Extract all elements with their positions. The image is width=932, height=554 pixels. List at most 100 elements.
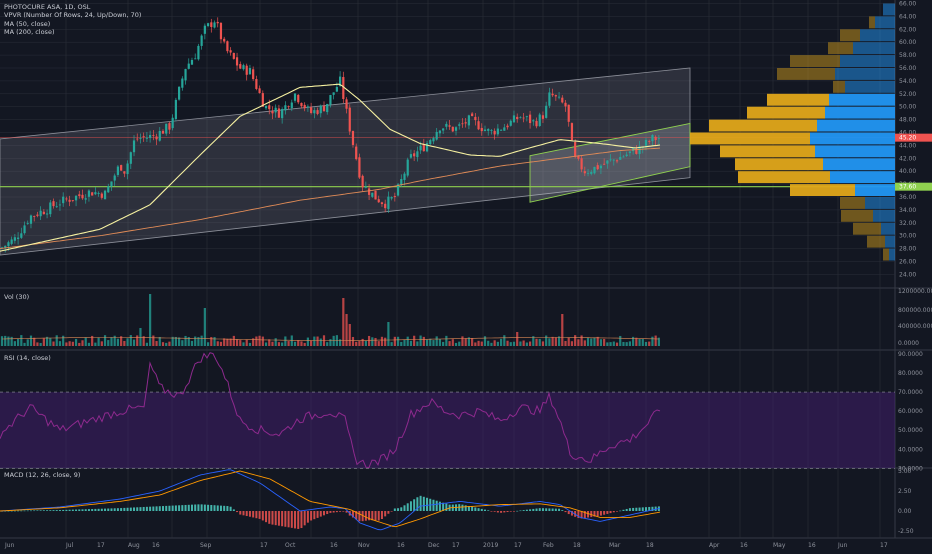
macd-histogram-bar [274,511,277,526]
price-tick-label: 62.00 [899,26,916,33]
vp-row-up [823,158,895,171]
volume-bar [570,341,574,346]
time-tick-label: 17 [514,542,522,549]
time-tick-label: 18 [646,542,654,549]
volume-bar [287,341,290,346]
candle-body [516,116,519,120]
volume-bar [313,336,316,346]
volume-bar [429,338,432,346]
volume-bar [123,340,126,346]
price-tick-label: 28.00 [899,246,916,253]
vp-row-down [853,222,881,235]
volume-bar [303,342,306,346]
volume-bar [574,335,577,346]
candle-body [348,107,351,132]
macd-histogram-bar [306,511,309,523]
macd-histogram-bar [509,511,512,512]
price-tick-label: 32.00 [899,220,916,227]
candle-body [474,116,477,121]
candle-body [326,103,329,113]
macd-histogram-bar [226,506,229,511]
macd-histogram-bar [81,509,84,511]
macd-histogram-bar [58,510,61,511]
indicator-vpvr[interactable]: VPVR (Number Of Rows, 24, Up/Down, 70) [4,11,142,20]
vp-row-up [860,29,895,42]
volume-bar [548,338,551,346]
volume-bar [538,338,541,346]
volume-bar [316,336,319,346]
volume-bar [477,340,480,346]
candle-body [297,94,300,103]
indicator-ma200[interactable]: MA (200, close) [4,28,55,37]
macd-histogram-bar [484,509,486,511]
macd-histogram-bar [445,503,448,511]
macd-histogram-bar [464,505,467,511]
vp-row-up [865,197,895,209]
candle-body [190,59,194,65]
candle-body [287,106,290,108]
macd-histogram-bar [29,510,32,512]
volume-bar [4,335,7,346]
candle-body [213,22,216,28]
macd-histogram-bar [168,505,171,511]
macd-histogram-bar [467,506,470,511]
macd-histogram-bar [7,510,10,512]
indicator-ma50[interactable]: MA (50, close) [4,19,51,28]
volume-bar [471,338,474,346]
macd-histogram-bar [100,508,103,511]
volume-bar [454,342,458,346]
macd-histogram-bar [39,510,42,511]
macd-histogram-bar [97,508,100,511]
candle-body [313,110,316,114]
volume-bar [281,342,284,346]
volume-bar [606,342,609,346]
volume-bar [45,336,49,346]
last-price-badge [895,133,932,142]
volume-bar [648,341,651,346]
macd-histogram-bar [506,511,509,513]
candle-body [65,198,68,200]
candle-body [103,190,107,200]
volume-bar [136,335,139,346]
macd-legend: MACD (12, 26, close, 9) [4,471,80,479]
price-tick-label: 42.00 [899,155,916,162]
macd-histogram-bar [171,505,174,511]
candle-body [248,67,252,75]
volume-label[interactable]: Vol (30) [4,293,30,301]
candle-body [551,93,554,96]
candle-body [158,131,161,141]
macd-histogram-bar [120,508,123,511]
candle-body [400,179,403,186]
candle-body [145,137,148,139]
volume-bar [100,341,103,346]
macd-histogram-bar [78,509,81,511]
macd-histogram-bar [139,507,142,511]
time-tick-label: May [773,542,786,549]
volume-tick-label: 0.0000 [898,340,919,347]
signal-line [0,470,661,528]
volume-bar [219,341,223,346]
macd-histogram-bar [335,511,338,513]
macd-histogram-bar [393,508,396,511]
macd-histogram-bar [342,511,345,512]
macd-histogram-bar [20,510,23,512]
rsi-tick-label: 50.0000 [898,427,923,434]
macd-label[interactable]: MACD (12, 26, close, 9) [4,471,81,479]
macd-histogram-bar [210,505,213,511]
time-tick-label: 18 [573,542,581,549]
macd-histogram-bar [71,509,74,511]
volume-bar [355,341,358,346]
volume-bar [609,342,612,346]
volume-bar [226,338,229,346]
volume-bar [184,335,187,346]
macd-histogram-bar [558,508,561,511]
rsi-label[interactable]: RSI (14, close) [4,354,51,362]
candle-body [235,57,239,66]
macd-histogram-bar [645,507,647,511]
vp-row-up [875,16,895,29]
candle-body [641,147,644,149]
macd-histogram-bar [142,506,145,511]
candle-body [619,156,622,160]
